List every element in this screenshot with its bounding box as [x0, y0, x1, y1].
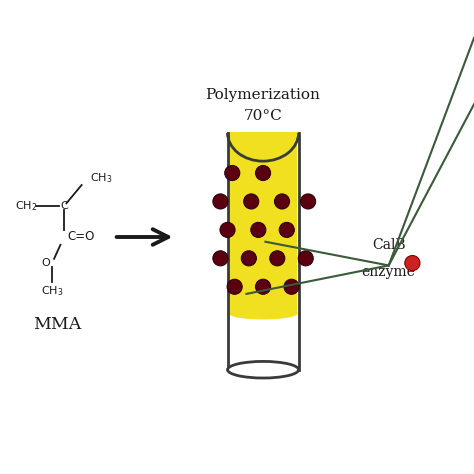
Circle shape	[241, 251, 256, 266]
Polygon shape	[229, 133, 297, 160]
Text: enzyme: enzyme	[362, 264, 416, 279]
Text: $\mathregular{CH_2}$: $\mathregular{CH_2}$	[15, 199, 37, 213]
Circle shape	[255, 165, 271, 181]
Circle shape	[279, 222, 294, 237]
Ellipse shape	[229, 307, 297, 319]
Text: $\mathregular{CH_3}$: $\mathregular{CH_3}$	[41, 284, 64, 299]
Text: C=O: C=O	[68, 230, 95, 244]
Polygon shape	[228, 133, 299, 161]
Circle shape	[213, 251, 228, 266]
Text: 70°C: 70°C	[244, 109, 283, 123]
Text: $\mathregular{CH_3}$: $\mathregular{CH_3}$	[90, 171, 112, 185]
Text: C: C	[60, 201, 68, 211]
Circle shape	[251, 222, 266, 237]
Polygon shape	[229, 133, 297, 313]
Circle shape	[220, 222, 235, 237]
Circle shape	[274, 194, 290, 209]
Text: MMA: MMA	[33, 316, 81, 333]
Circle shape	[227, 279, 242, 294]
Circle shape	[284, 279, 299, 294]
Text: O: O	[41, 258, 50, 268]
Circle shape	[213, 194, 228, 209]
Circle shape	[405, 255, 420, 271]
Circle shape	[244, 194, 259, 209]
Ellipse shape	[228, 361, 299, 378]
Circle shape	[301, 194, 316, 209]
Circle shape	[255, 279, 271, 294]
Circle shape	[225, 165, 240, 181]
Circle shape	[270, 251, 285, 266]
Circle shape	[298, 251, 313, 266]
Text: CalB: CalB	[372, 238, 405, 252]
Text: Polymerization: Polymerization	[206, 88, 320, 102]
